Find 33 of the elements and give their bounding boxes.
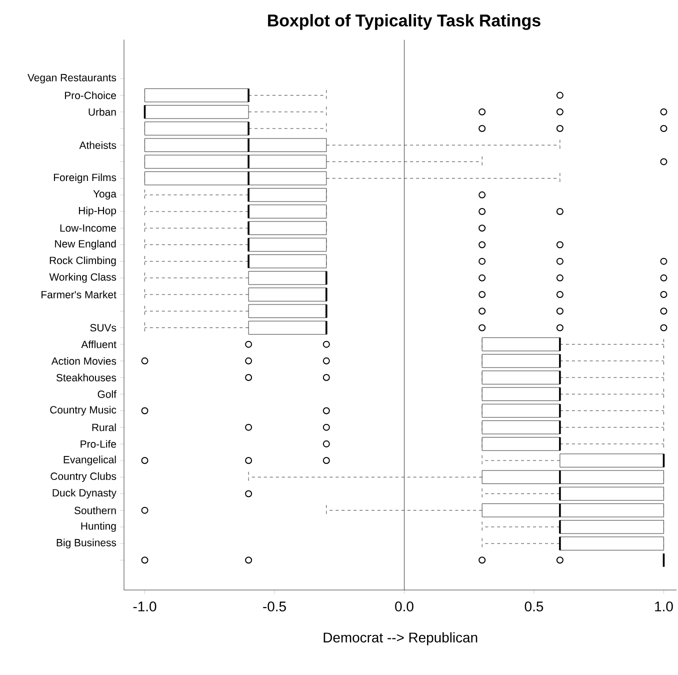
y-tick-label: Rural bbox=[92, 423, 116, 432]
y-tick-label: Pro-Life bbox=[80, 440, 116, 448]
y-tick-label: Hip-Hop bbox=[78, 206, 116, 216]
x-tick-label: 0.0 bbox=[395, 602, 414, 612]
y-tick-label: SUVs bbox=[90, 324, 116, 332]
y-tick-label: Yoga bbox=[93, 190, 116, 200]
y-tick-label: Steakhouses bbox=[56, 374, 116, 382]
y-tick-label: Duck Dynasty bbox=[52, 488, 116, 499]
x-tick-label: 0.5 bbox=[524, 602, 544, 612]
y-tick-label: Low-Income bbox=[60, 224, 116, 232]
y-tick-label: Country Clubs bbox=[50, 472, 116, 482]
y-tick-label: Vegan Restaurants bbox=[28, 74, 116, 84]
y-tick-label: Action Movies bbox=[51, 357, 116, 365]
y-tick-label: Working Class bbox=[49, 273, 116, 283]
y-tick-label: Country Music bbox=[50, 406, 116, 416]
y-tick-label: Hunting bbox=[81, 522, 116, 532]
x-tick-label: 1.0 bbox=[655, 602, 673, 612]
y-tick-label: New England bbox=[55, 240, 116, 250]
y-tick-label: Southern bbox=[74, 506, 116, 514]
x-tick-label: -1.0 bbox=[133, 602, 156, 612]
y-tick-label: Urban bbox=[88, 108, 116, 116]
y-tick-label: Evangelical bbox=[64, 456, 116, 466]
y-tick-label: Affluent bbox=[81, 340, 116, 348]
y-tick-label: Farmer's Market bbox=[42, 290, 116, 298]
y-tick-label: Rock Climbing bbox=[50, 256, 116, 266]
x-axis-title: Democrat --> Republican bbox=[324, 632, 478, 646]
y-tick-label: Pro-Choice bbox=[65, 91, 116, 100]
y-tick-label: Atheists bbox=[79, 141, 116, 149]
y-tick-label: Foreign Films bbox=[54, 173, 116, 184]
y-tick-label: Golf bbox=[98, 390, 116, 398]
x-tick-label: -0.5 bbox=[263, 602, 286, 612]
chart-title: Boxplot of Typicality Task Ratings bbox=[268, 14, 540, 30]
y-tick-label: Big Business bbox=[56, 538, 116, 548]
